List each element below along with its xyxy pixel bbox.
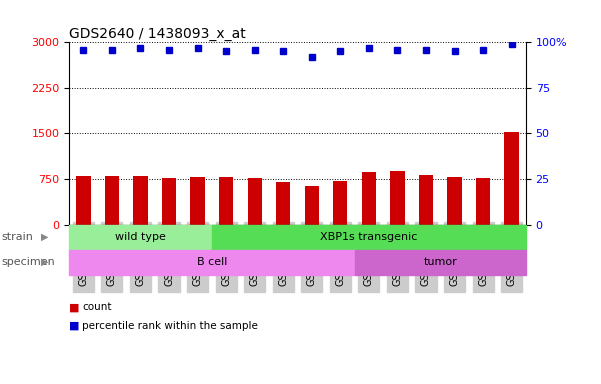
- Bar: [447, 177, 462, 225]
- Bar: [362, 172, 376, 225]
- Bar: [133, 176, 148, 225]
- Bar: [105, 176, 119, 225]
- Text: ■: ■: [69, 321, 79, 331]
- Text: B cell: B cell: [197, 257, 227, 267]
- Text: ▶: ▶: [41, 232, 48, 242]
- Text: ▶: ▶: [41, 257, 48, 267]
- Text: XBP1s transgenic: XBP1s transgenic: [320, 232, 418, 242]
- Bar: [276, 182, 290, 225]
- Text: GDS2640 / 1438093_x_at: GDS2640 / 1438093_x_at: [69, 27, 246, 41]
- Text: count: count: [82, 302, 112, 312]
- Text: ■: ■: [69, 302, 79, 312]
- Bar: [305, 186, 319, 225]
- Text: tumor: tumor: [423, 257, 457, 267]
- Text: wild type: wild type: [115, 232, 166, 242]
- Text: specimen: specimen: [1, 257, 55, 267]
- Text: percentile rank within the sample: percentile rank within the sample: [82, 321, 258, 331]
- Bar: [419, 175, 433, 225]
- Bar: [248, 179, 262, 225]
- Bar: [504, 132, 519, 225]
- Bar: [76, 176, 91, 225]
- Bar: [476, 179, 490, 225]
- Bar: [191, 177, 205, 225]
- Bar: [162, 179, 176, 225]
- Text: strain: strain: [1, 232, 33, 242]
- Bar: [219, 177, 233, 225]
- Bar: [390, 171, 404, 225]
- Bar: [333, 181, 347, 225]
